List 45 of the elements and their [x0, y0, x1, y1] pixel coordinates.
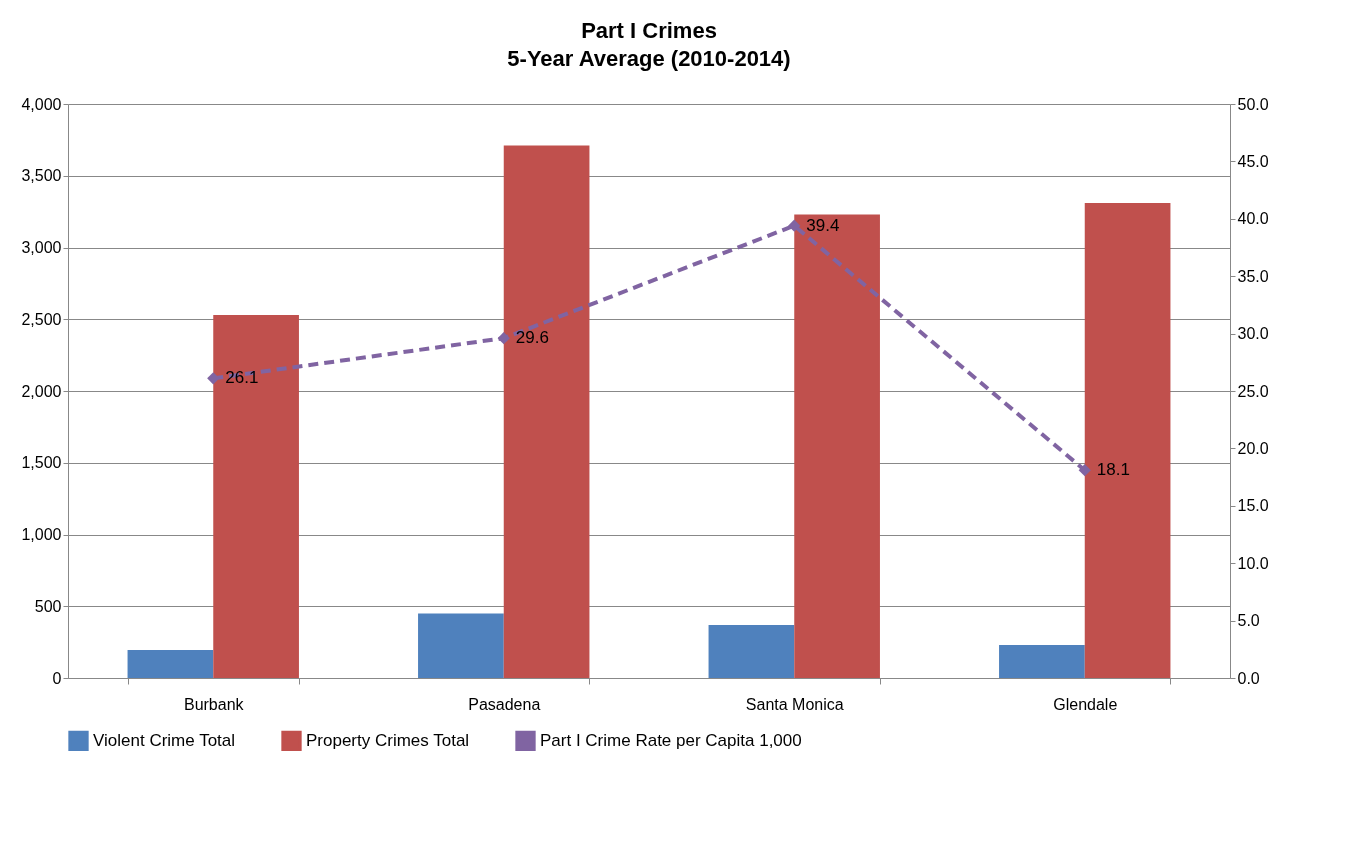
y2-tick-label: 15.0: [1237, 497, 1269, 515]
chart-title: Part I Crimes: [581, 18, 717, 43]
y-tick-label: 2,000: [21, 382, 62, 400]
x-tick-label: Glendale: [1053, 695, 1118, 713]
y2-tick-label: 10.0: [1237, 554, 1269, 572]
bar: [999, 645, 1085, 678]
y2-tick-label: 35.0: [1237, 267, 1269, 285]
y2-tick-label: 0.0: [1237, 669, 1260, 687]
point: [1078, 464, 1091, 477]
data-label: 18.1: [1096, 460, 1130, 480]
bar: [127, 650, 214, 678]
y2-tick-label: 20.0: [1237, 439, 1269, 457]
x-tick-label: Burbank: [183, 695, 245, 713]
bar: [418, 613, 504, 678]
y-tick-label: 3,000: [21, 239, 62, 256]
y2-tick-label: 5.0: [1237, 612, 1260, 630]
y-tick-label: 1,000: [21, 526, 62, 543]
y2-tick-label: 30.0: [1237, 325, 1269, 343]
data-label: 26.1: [225, 368, 259, 388]
point: [497, 332, 510, 345]
y-tick-label: 2,500: [21, 310, 62, 328]
y2-tick-label: 50.0: [1237, 95, 1269, 113]
y-tick-label: 0: [52, 669, 62, 687]
x-tick-label: Pasadena: [468, 695, 541, 713]
legend-label: Property Crimes Total: [306, 730, 470, 750]
bar: [213, 314, 299, 678]
bar: [794, 214, 880, 678]
legend-label: Part I Crime Rate per Capita 1,000: [540, 730, 802, 750]
x-tick-label: Santa Monica: [745, 695, 844, 713]
data-label: 29.6: [515, 328, 549, 348]
y2-tick-label: 40.0: [1237, 210, 1269, 228]
y2-tick-label: 25.0: [1237, 382, 1269, 400]
point: [788, 219, 801, 232]
y-tick-label: 3,500: [21, 167, 62, 185]
y-tick-label: 1,500: [21, 454, 62, 472]
chart-subtitle: 5-Year Average (2010-2014): [507, 46, 791, 71]
data-label: 39.4: [806, 215, 840, 235]
legend-label: Violent Crime Total: [93, 730, 236, 750]
point: [207, 372, 220, 385]
bar: [708, 624, 795, 678]
y2-tick-label: 45.0: [1237, 152, 1269, 170]
bar: [503, 145, 590, 678]
y-tick-label: 500: [34, 597, 62, 615]
y-tick-label: 4,000: [21, 95, 62, 113]
bar: [1084, 203, 1171, 678]
